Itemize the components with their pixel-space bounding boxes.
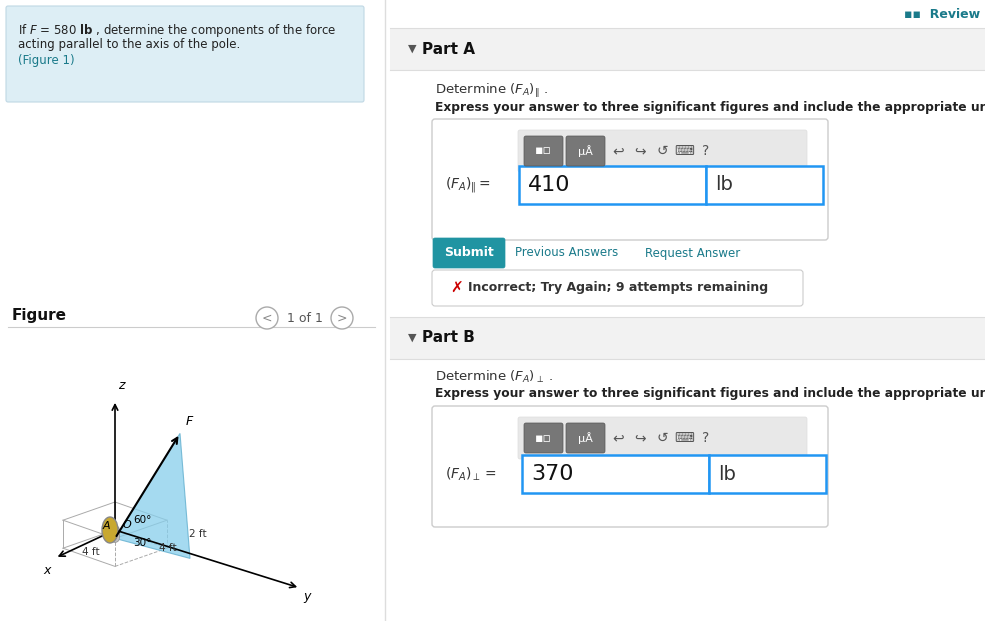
Text: ▪▫: ▪▫ <box>535 432 552 445</box>
Text: ↺: ↺ <box>656 431 668 445</box>
Text: lb: lb <box>718 465 736 484</box>
Text: ⌨: ⌨ <box>674 144 694 158</box>
FancyBboxPatch shape <box>432 406 828 527</box>
FancyBboxPatch shape <box>706 166 823 204</box>
FancyBboxPatch shape <box>432 270 803 306</box>
Text: ?: ? <box>702 144 709 158</box>
Text: 30°: 30° <box>133 538 152 548</box>
Text: O: O <box>123 520 132 530</box>
Text: 1 of 1: 1 of 1 <box>287 312 323 325</box>
Text: ▼: ▼ <box>408 44 417 54</box>
Text: $(F_A)_{\|} =$: $(F_A)_{\|} =$ <box>445 175 492 195</box>
FancyBboxPatch shape <box>432 119 828 240</box>
Text: <: < <box>262 312 272 325</box>
FancyBboxPatch shape <box>518 417 807 459</box>
Text: Incorrect; Try Again; 9 attempts remaining: Incorrect; Try Again; 9 attempts remaini… <box>468 281 768 294</box>
Text: ▪▪  Review: ▪▪ Review <box>904 8 980 21</box>
Text: lb: lb <box>715 176 733 194</box>
Ellipse shape <box>102 517 118 543</box>
Text: A: A <box>103 522 110 532</box>
FancyBboxPatch shape <box>709 455 826 493</box>
Text: ↪: ↪ <box>634 431 646 445</box>
FancyBboxPatch shape <box>566 136 605 166</box>
Text: Figure: Figure <box>12 308 67 323</box>
Text: ↪: ↪ <box>634 144 646 158</box>
Text: Part A: Part A <box>422 42 475 57</box>
Text: $(F_A)_{\perp} =$: $(F_A)_{\perp} =$ <box>445 465 496 483</box>
Text: Determine $(F_A)_{\perp}$ .: Determine $(F_A)_{\perp}$ . <box>435 369 554 385</box>
FancyBboxPatch shape <box>519 166 706 204</box>
Circle shape <box>256 307 278 329</box>
Text: Express your answer to three significant figures and include the appropriate uni: Express your answer to three significant… <box>435 387 985 400</box>
Text: If $F$ = 580 $\mathbf{lb}$ , determine the components of the force: If $F$ = 580 $\mathbf{lb}$ , determine t… <box>18 22 336 39</box>
Text: Request Answer: Request Answer <box>645 247 741 260</box>
Text: Express your answer to three significant figures and include the appropriate uni: Express your answer to three significant… <box>435 101 985 114</box>
Text: 410: 410 <box>528 175 570 195</box>
Text: Submit: Submit <box>444 247 493 260</box>
FancyBboxPatch shape <box>524 136 563 166</box>
Text: ↩: ↩ <box>613 144 624 158</box>
Text: ▼: ▼ <box>408 333 417 343</box>
Text: $F$: $F$ <box>185 415 194 428</box>
Text: ↺: ↺ <box>656 144 668 158</box>
Polygon shape <box>115 433 190 558</box>
Text: z: z <box>118 379 124 392</box>
Text: ⌨: ⌨ <box>674 431 694 445</box>
Text: μÅ: μÅ <box>577 432 592 444</box>
Text: x: x <box>43 564 50 577</box>
Text: 60°: 60° <box>133 515 152 525</box>
Text: y: y <box>303 590 310 603</box>
Text: 370: 370 <box>531 464 573 484</box>
Text: Previous Answers: Previous Answers <box>515 247 619 260</box>
Text: 2 ft: 2 ft <box>189 529 207 539</box>
Text: (Figure 1): (Figure 1) <box>18 54 75 67</box>
FancyBboxPatch shape <box>433 238 505 268</box>
Text: 4 ft: 4 ft <box>82 547 99 557</box>
Text: μÅ: μÅ <box>577 145 592 157</box>
Text: 4 ft: 4 ft <box>159 543 176 553</box>
Text: ▪▫: ▪▫ <box>535 145 552 158</box>
FancyBboxPatch shape <box>390 28 985 70</box>
FancyBboxPatch shape <box>390 317 985 359</box>
FancyBboxPatch shape <box>522 455 709 493</box>
FancyBboxPatch shape <box>566 423 605 453</box>
Text: ✗: ✗ <box>450 281 463 296</box>
FancyBboxPatch shape <box>518 130 807 172</box>
Text: ?: ? <box>702 431 709 445</box>
Text: >: > <box>337 312 348 325</box>
Text: ↩: ↩ <box>613 431 624 445</box>
FancyBboxPatch shape <box>524 423 563 453</box>
Circle shape <box>331 307 353 329</box>
Text: Part B: Part B <box>422 330 475 345</box>
FancyBboxPatch shape <box>6 6 364 102</box>
Text: acting parallel to the axis of the pole.: acting parallel to the axis of the pole. <box>18 38 240 51</box>
Text: Determine $(F_A)_{\|}$ .: Determine $(F_A)_{\|}$ . <box>435 82 549 100</box>
